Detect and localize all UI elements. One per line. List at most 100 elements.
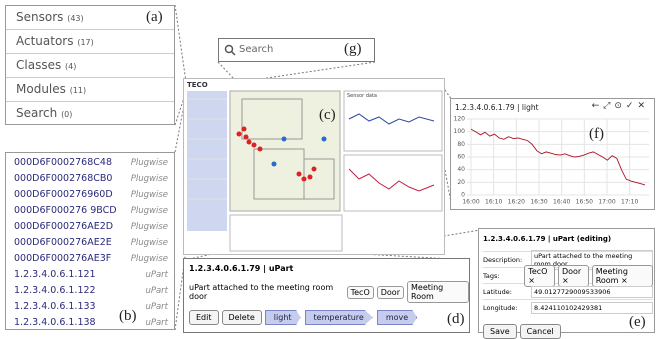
sensor-row[interactable]: 1.2.3.4.0.6.1.122 uPart xyxy=(6,283,174,299)
category-count: (11) xyxy=(70,86,86,95)
sensor-row[interactable]: 1.2.3.4.0.6.1.133 uPart xyxy=(6,299,174,315)
category-count: (4) xyxy=(65,62,76,71)
sensor-row[interactable]: 000D6F0002768C48 Plugwise xyxy=(6,155,174,171)
form-row: Latitude:49.0127729009533906 xyxy=(483,283,653,299)
category-count: (0) xyxy=(61,110,72,119)
sensor-id: 1.2.3.4.0.6.1.121 xyxy=(14,267,96,283)
sensor-type: Plugwise xyxy=(131,219,168,235)
sensor-id: 1.2.3.4.0.6.1.138 xyxy=(14,315,96,331)
x-tick-label: 17:00 xyxy=(598,199,615,206)
sensor-id: 000D6F000276960D xyxy=(14,187,113,203)
x-tick-label: 16:10 xyxy=(485,199,502,206)
field-label: Description: xyxy=(483,256,531,264)
x-tick-label: 16:50 xyxy=(576,199,593,206)
form-fields: Description:uPart attached to the meetin… xyxy=(483,251,653,315)
sensor-row[interactable]: 1.2.3.4.0.6.1.121 uPart xyxy=(6,267,174,283)
sensor-row[interactable]: 000D6F000276AE2D Plugwise xyxy=(6,219,174,235)
panel-label: (d) xyxy=(447,311,465,328)
description-row: uPart attached to the meeting room door … xyxy=(189,281,469,303)
sensor-detail: 1.2.3.4.0.6.1.79 | uPart uPart attached … xyxy=(183,258,470,333)
category-item[interactable]: Modules (11) xyxy=(6,78,174,102)
category-name: Search xyxy=(16,106,57,120)
sensor-id: 000D6F000276AE2E xyxy=(14,235,112,251)
sensor-row[interactable]: 000D6F000276960D Plugwise xyxy=(6,187,174,203)
detail-title: 1.2.3.4.0.6.1.79 | uPart xyxy=(189,264,293,273)
sensor-type: Plugwise xyxy=(131,251,168,267)
sensor-id: 000D6F000276AE3F xyxy=(14,251,111,267)
button[interactable]: Save xyxy=(483,324,517,339)
x-tick-label: 16:30 xyxy=(530,199,547,206)
tag[interactable]: TecO × xyxy=(524,265,555,287)
category-item[interactable]: Actuators (17) xyxy=(6,30,174,54)
tag[interactable]: Meeting Room × xyxy=(592,265,653,287)
tag[interactable]: Meeting Room xyxy=(407,281,469,303)
x-tick-label: 16:40 xyxy=(553,199,570,206)
category-count: (43) xyxy=(67,14,83,23)
sensor-row[interactable]: 1.2.3.4.0.6.1.138 uPart xyxy=(6,315,174,331)
form-row: Tags:TecO ×Door ×Meeting Room × xyxy=(483,267,653,283)
y-tick-label: 80 xyxy=(457,141,465,148)
description: uPart attached to the meeting room door xyxy=(189,283,344,301)
tag[interactable]: Door xyxy=(377,286,404,299)
page: (a) Sensors (43) Actuators (17)Classes (4… xyxy=(0,0,659,336)
form-row: Longitude:8.424110102429381 xyxy=(483,299,653,315)
sensor-type: Plugwise xyxy=(131,155,168,171)
tag[interactable]: TecO xyxy=(347,286,374,299)
field-label: Longitude: xyxy=(483,304,531,312)
field-input[interactable]: 8.424110102429381 xyxy=(531,302,653,314)
action-button[interactable]: temperature xyxy=(305,310,373,325)
y-tick-label: 120 xyxy=(454,116,466,123)
screenshot-layout xyxy=(184,79,446,256)
field-label: Latitude: xyxy=(483,288,531,296)
panel-label: (e) xyxy=(629,314,646,331)
sensor-type: Plugwise xyxy=(131,187,168,203)
sensor-type: uPart xyxy=(145,315,168,331)
panel-label: (f) xyxy=(589,126,604,143)
sensor-id: 000D6F000276AE2D xyxy=(14,219,113,235)
search-box[interactable]: Search (g) xyxy=(218,38,375,62)
search-icon xyxy=(224,44,236,56)
app-screenshot: TECO Sensor data (c) xyxy=(183,78,445,255)
search-placeholder: Search xyxy=(239,44,273,55)
sensor-id: 1.2.3.4.0.6.1.122 xyxy=(14,283,96,299)
edit-form: 1.2.3.4.0.6.1.79 | uPart (editing) Descr… xyxy=(478,228,655,333)
field-label: Tags: xyxy=(483,272,521,280)
sensor-type: Plugwise xyxy=(131,171,168,187)
action-button[interactable]: move xyxy=(377,310,417,325)
category-name: Modules xyxy=(16,82,66,96)
field-input[interactable]: 49.0127729009533906 xyxy=(531,286,653,298)
category-item[interactable]: Search (0) xyxy=(6,102,174,125)
category-count: (17) xyxy=(77,38,93,47)
y-tick-label: 0 xyxy=(461,192,465,199)
form-title: 1.2.3.4.0.6.1.79 | uPart (editing) xyxy=(483,235,611,243)
sensor-type: Plugwise xyxy=(131,203,168,219)
action-button[interactable]: light xyxy=(265,310,301,325)
x-tick-label: 17:10 xyxy=(621,199,638,206)
button[interactable]: Edit xyxy=(189,310,219,325)
sensor-type: uPart xyxy=(145,283,168,299)
button[interactable]: Delete xyxy=(222,310,262,325)
sensor-type: uPart xyxy=(145,267,168,283)
y-tick-label: 20 xyxy=(457,179,465,186)
tag[interactable]: Door × xyxy=(558,265,589,287)
button[interactable]: Cancel xyxy=(520,324,561,339)
category-item[interactable]: Classes (4) xyxy=(6,54,174,78)
sensor-id: 000D6F0002768C48 xyxy=(14,155,112,171)
panel-label: (g) xyxy=(344,41,362,58)
category-name: Sensors xyxy=(16,10,63,24)
sensor-row[interactable]: 000D6F000276AE3F Plugwise xyxy=(6,251,174,267)
sensor-id: 1.2.3.4.0.6.1.133 xyxy=(14,299,96,315)
panel-label: (a) xyxy=(146,9,163,26)
chart-title: Sensor data xyxy=(347,93,377,99)
panel-label: (b) xyxy=(119,308,137,325)
y-tick-label: 100 xyxy=(454,128,466,135)
sensor-type: uPart xyxy=(145,299,168,315)
